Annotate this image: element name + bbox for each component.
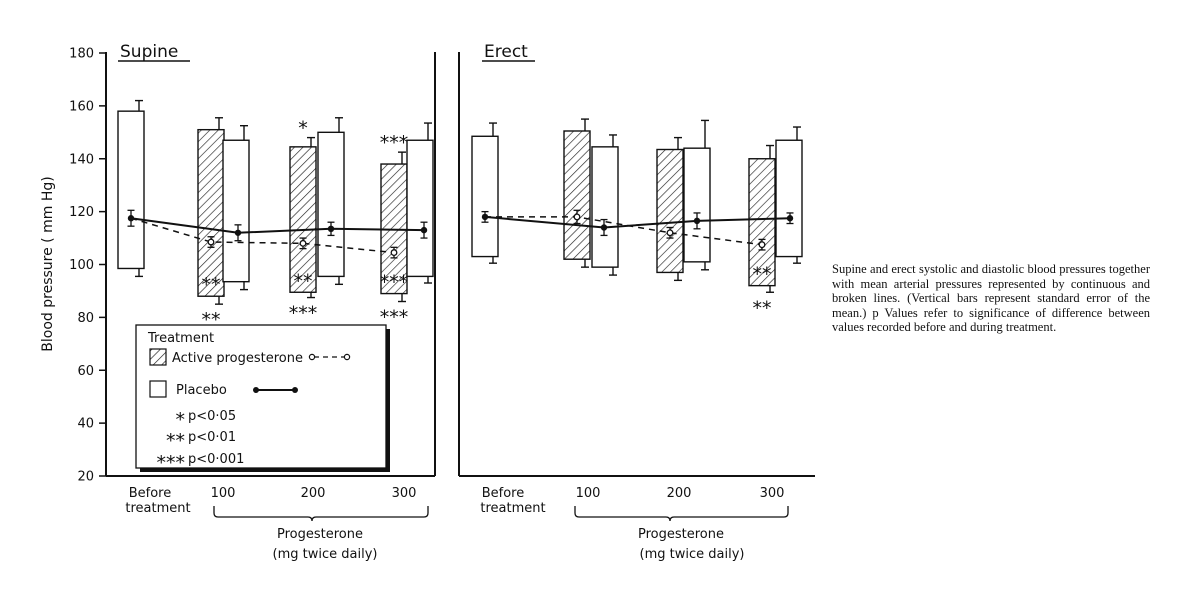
legend-placebo-swatch [149,380,167,398]
y-tick-label: 140 [69,152,94,167]
supine-panel: 20 40 60 80 100 120 140 160 180 Blood pressure (… [40,42,436,562]
legend-sig-text-2: p<0·01 [188,430,236,445]
legend-sig-stars-3: *** [157,452,186,474]
supine-active-mean-line [130,217,395,254]
erect-before-label-line1: Before [482,486,525,501]
erect-dose-label-300: 300 [760,486,785,501]
legend-placebo-marker [253,387,259,393]
erect-dose-label-200: 200 [667,486,692,501]
legend-sig-text-3: p<0·001 [188,452,244,467]
legend-active-label: Active progesterone [172,351,303,366]
erect-group-label: Progesterone [638,527,724,542]
supine-active-100-mean-point [207,238,215,246]
supine-dose-label-200: 200 [301,486,326,501]
supine-placebo-mean-line [130,217,425,234]
supine-placebo-200-bar [317,131,345,278]
supine-group-label: Progesterone [277,527,363,542]
erect-active-300-bar [748,158,776,287]
erect-placebo-300-mean-point [786,215,794,222]
supine-active-300-mean-point [390,249,398,257]
legend-placebo-marker [292,387,298,393]
erect-active-300-mean-sig: ** [753,264,772,286]
legend-placebo-label: Placebo [176,383,227,398]
supine-placebo-300-mean-point [420,226,428,234]
figure-caption: Supine and erect systolic and diastolic … [832,262,1150,334]
y-tick-label: 100 [69,258,94,273]
erect-active-200-bar [656,148,684,274]
y-tick-label: 20 [77,470,94,485]
y-axis-label: Blood pressure ( mm Hg) [40,176,56,351]
supine-before-mean-point [127,215,135,222]
supine-placebo-100-mean-point [234,229,242,236]
legend-sig-stars-2: ** [166,430,185,452]
erect-placebo-200-bar [683,147,711,263]
supine-before-label-line2: treatment [125,501,190,516]
erect-before-label-line2: treatment [480,501,545,516]
y-tick-label: 180 [69,47,94,62]
legend-active-marker [308,353,316,361]
erect-active-300-diastolic-sig: ** [753,297,772,319]
supine-active-100-bar [197,128,225,297]
supine-dose-brace [213,506,429,522]
erect-placebo-100-bar [591,146,619,268]
supine-placebo-200-mean-point [327,225,335,233]
erect-title: Erect [484,42,528,62]
supine-dose-label-100: 100 [211,486,236,501]
y-tick-label: 60 [77,364,94,379]
erect-placebo-300-bar [775,139,803,258]
supine-active-300-diastolic-sig: *** [380,307,409,329]
legend-box [135,324,387,469]
legend-active-marker [343,353,351,361]
supine-active-200-diastolic-sig: *** [289,303,318,325]
legend: Treatment Active progesterone Placebo * … [135,324,390,474]
supine-active-300-mean-sig: *** [380,272,409,294]
supine-dose-label-300: 300 [392,486,417,501]
supine-active-300-systolic-sig: *** [380,132,409,154]
erect-active-200-mean-point [666,229,674,237]
supine-placebo-300-bar [406,139,434,278]
erect-placebo-100-mean-point [600,224,608,231]
y-tick-label: 80 [77,311,94,326]
erect-dose-label-100: 100 [576,486,601,501]
supine-active-100-mean-sig: ** [202,274,221,296]
legend-sig-text-1: p<0·05 [188,409,236,424]
erect-active-300-mean-point [758,241,766,249]
legend-active-swatch [149,348,167,366]
supine-active-200-mean-point [299,239,307,247]
legend-title: Treatment [147,331,214,346]
supine-active-200-mean-sig: ** [294,270,313,292]
erect-placebo-mean-line [484,215,791,229]
erect-before-mean-point [481,213,489,221]
erect-group-sublabel: (mg twice daily) [640,547,745,562]
y-tick-label: 120 [69,205,94,220]
erect-panel: Erect Before treatment 100 200 300 Proge… [458,42,815,562]
supine-before-bar [117,110,145,270]
y-tick-label: 160 [69,99,94,114]
erect-active-100-mean-point [573,213,581,221]
supine-active-200-bar [289,146,317,293]
erect-active-100-bar [563,130,591,260]
erect-before-bar [471,135,499,258]
legend-sig-stars-1: * [176,409,186,431]
supine-active-200-systolic-sig: * [298,118,308,140]
supine-placebo-100-bar [222,139,250,283]
erect-active-mean-line [485,216,763,246]
supine-before-label-line1: Before [129,486,172,501]
y-tick-label: 40 [77,417,94,432]
supine-group-sublabel: (mg twice daily) [273,547,378,562]
erect-dose-brace [574,506,789,522]
supine-title: Supine [120,42,178,62]
erect-placebo-200-mean-point [693,217,701,225]
